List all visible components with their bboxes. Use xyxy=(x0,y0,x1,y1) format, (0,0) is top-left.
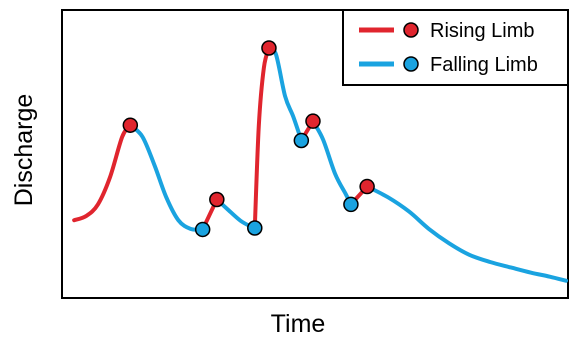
plot-frame xyxy=(61,9,569,299)
legend-falling-label: Falling Limb xyxy=(430,54,538,76)
rising-limb-marker-1 xyxy=(209,191,225,208)
rising-limb-marker-4 xyxy=(359,178,375,195)
legend-rising-label: Rising Limb xyxy=(430,20,534,42)
falling-limb-segment-5 xyxy=(266,46,304,143)
rising-limb-marker-2 xyxy=(261,40,277,56)
rising-limb-marker-0 xyxy=(122,117,139,133)
legend-box xyxy=(342,9,569,86)
rising-limb-segment-0 xyxy=(72,123,133,223)
falling-limb-segment-9 xyxy=(365,184,568,283)
falling-limb-marker-2 xyxy=(293,132,310,149)
legend-rising-marker xyxy=(403,22,419,38)
falling-limb-segment-1 xyxy=(128,123,205,232)
legend-falling-marker xyxy=(403,56,419,72)
falling-limb-marker-1 xyxy=(247,220,263,236)
x-axis-label: Time xyxy=(271,310,326,337)
legend: Rising Limb Falling Limb xyxy=(342,9,569,86)
falling-limb-marker-0 xyxy=(194,221,211,238)
marker-layer xyxy=(122,40,375,238)
falling-limb-marker-3 xyxy=(343,196,359,213)
rising-limb-marker-3 xyxy=(305,113,321,129)
falling-limb-segment-7 xyxy=(310,119,353,207)
y-axis-label: Discharge xyxy=(10,94,38,207)
rising-limb-segment-4 xyxy=(252,46,271,231)
